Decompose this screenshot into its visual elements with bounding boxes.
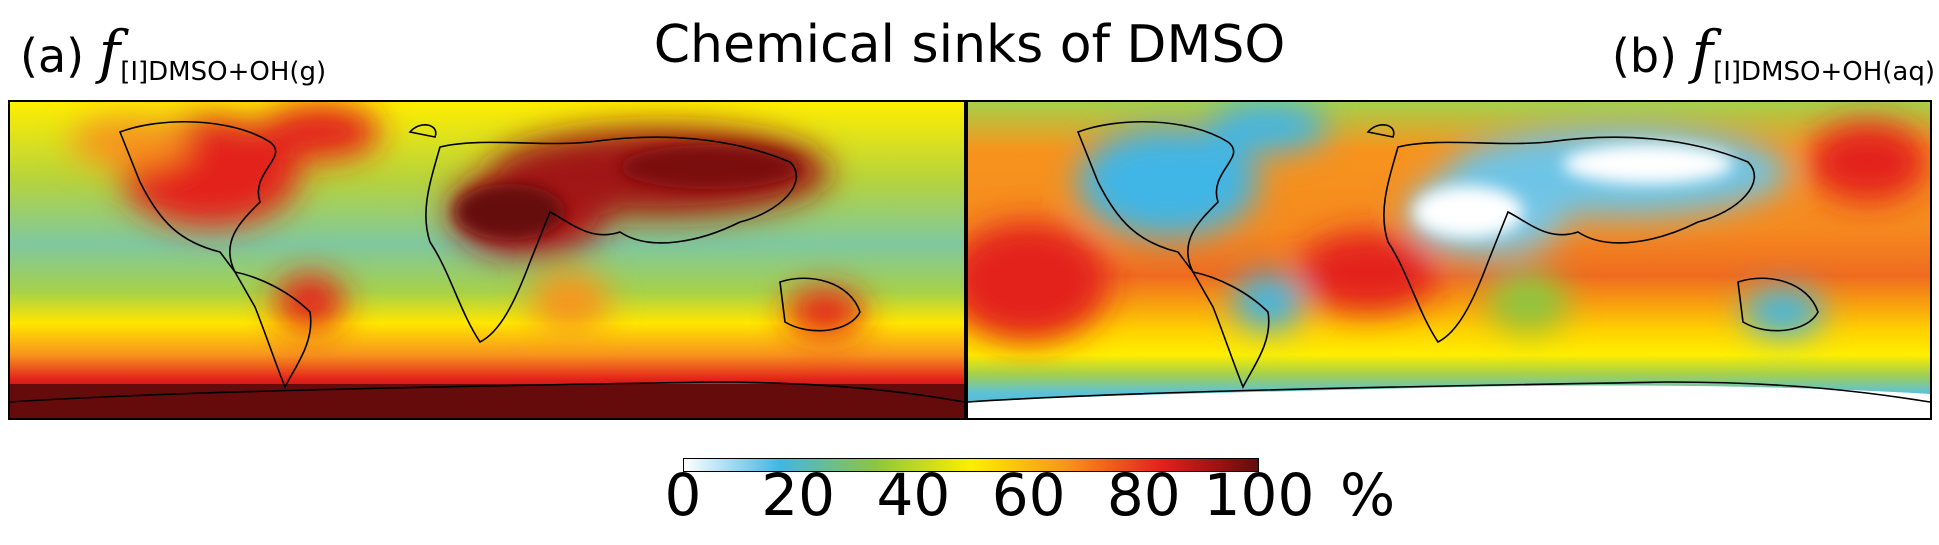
panel-a-label: (a) f[I]DMSO+OH(g) xyxy=(20,22,326,102)
panel-a-heatmap xyxy=(10,102,964,418)
panel-b-letter: (b) xyxy=(1611,29,1677,83)
panel-a-letter: (a) xyxy=(20,29,85,83)
colorbar-tick-label: 0 xyxy=(664,461,702,529)
panel-a-symbol: f xyxy=(98,18,121,86)
colorbar-tick-label: 100 xyxy=(1203,461,1315,529)
panel-b-label: (b) f[I]DMSO+OH(aq) xyxy=(1612,22,1935,102)
panel-b-symbol: f xyxy=(1691,18,1714,86)
panel-a-subscript: [I]DMSO+OH(g) xyxy=(120,57,327,87)
colorbar xyxy=(683,458,1259,472)
colorbar-tick-label: 80 xyxy=(1106,461,1181,529)
colorbar-tick-label: 60 xyxy=(991,461,1066,529)
chart-title: Chemical sinks of DMSO xyxy=(653,15,1286,75)
colorbar-tick-label: 20 xyxy=(761,461,836,529)
panel-b-subscript: [I]DMSO+OH(aq) xyxy=(1713,57,1935,87)
colorbar-unit: % xyxy=(1340,461,1396,529)
panel-b-heatmap xyxy=(968,102,1930,418)
colorbar-tick-label: 40 xyxy=(876,461,951,529)
panel-a-map xyxy=(8,100,966,420)
panel-b-map xyxy=(966,100,1932,420)
